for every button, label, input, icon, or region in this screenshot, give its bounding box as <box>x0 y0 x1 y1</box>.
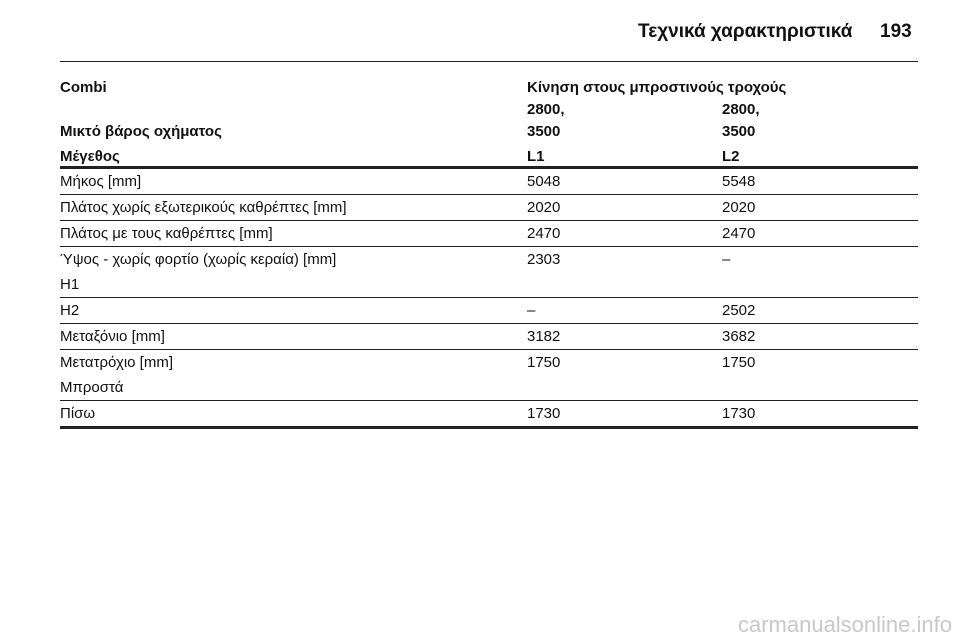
table-head-cell: L1 <box>527 148 545 165</box>
table-cell: 3682 <box>722 328 756 345</box>
table-cell: 1730 <box>722 405 756 422</box>
table-cell: 1750 <box>722 354 756 371</box>
table-cell: 5548 <box>722 173 756 190</box>
table-cell: Μεταξόνιο [mm] <box>60 328 165 345</box>
table-cell: 2470 <box>527 225 561 242</box>
table-cell: 2470 <box>722 225 756 242</box>
table-cell: – <box>722 251 731 268</box>
table-head-cell: Μικτό βάρος οχήματος <box>60 123 222 140</box>
row-rule <box>60 220 918 221</box>
row-rule <box>60 349 918 350</box>
table-cell: Πίσω <box>60 405 96 422</box>
table-cell: 2502 <box>722 302 756 319</box>
page-title: Τεχνικά χαρακτηριστικά <box>638 21 853 42</box>
table-bottom-rule <box>60 426 918 429</box>
table-cell: 1750 <box>527 354 561 371</box>
table-head-cell: L2 <box>722 148 740 165</box>
table-cell: 2020 <box>527 199 561 216</box>
table-cell: Μετατρόχιο [mm] <box>60 354 174 371</box>
table-cell: Πλάτος χωρίς εξωτερικούς καθρέπτες [mm] <box>60 199 347 216</box>
table-cell: 5048 <box>527 173 561 190</box>
table-cell: 1730 <box>527 405 561 422</box>
row-rule <box>60 297 918 298</box>
watermark: carmanualsonline.info <box>737 612 952 637</box>
table-cell: Ύψος - χωρίς φορτίο (χωρίς κεραία) [mm] <box>60 251 337 268</box>
table-head-cell: 2800, <box>527 101 565 118</box>
table-head-cell: 3500 <box>527 123 561 140</box>
table-cell: Πλάτος με τους καθρέπτες [mm] <box>60 225 273 242</box>
header-rule <box>60 61 918 62</box>
row-rule <box>60 194 918 195</box>
table-cell: – <box>527 302 536 319</box>
table-cell: H2 <box>60 302 80 319</box>
head-rule <box>60 166 918 169</box>
table-cell: 3182 <box>527 328 561 345</box>
row-rule <box>60 400 918 401</box>
table-cell: 2303 <box>527 251 561 268</box>
table-cell: Μπροστά <box>60 379 124 396</box>
row-rule <box>60 323 918 324</box>
table-head-cell: 3500 <box>722 123 756 140</box>
table-cell: Μήκος [mm] <box>60 173 142 190</box>
table-head-cell: Κίνηση στους μπροστινούς τροχούς <box>527 79 787 96</box>
table-head-cell: 2800, <box>722 101 760 118</box>
page-number: 193 <box>880 21 912 42</box>
table-head-cell: Combi <box>60 79 107 96</box>
table-cell: 2020 <box>722 199 756 216</box>
row-rule <box>60 246 918 247</box>
table-cell: H1 <box>60 276 80 293</box>
table-head-cell: Μέγεθος <box>60 148 120 165</box>
